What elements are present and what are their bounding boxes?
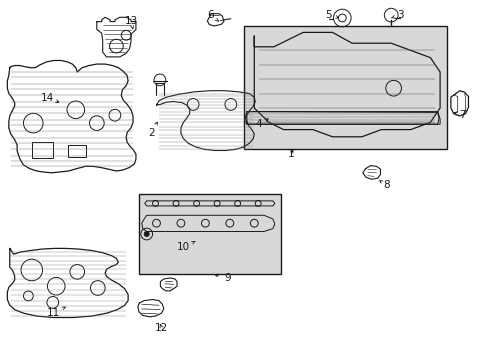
- Bar: [139, 194, 281, 274]
- Circle shape: [144, 231, 149, 237]
- Text: 12: 12: [154, 323, 168, 333]
- Text: 13: 13: [124, 16, 138, 29]
- Text: 3: 3: [390, 10, 403, 20]
- Text: 5: 5: [325, 10, 338, 20]
- Text: 6: 6: [206, 10, 218, 21]
- Polygon shape: [144, 201, 274, 206]
- Text: 2: 2: [148, 122, 157, 138]
- Text: 11: 11: [47, 307, 65, 318]
- Polygon shape: [244, 112, 439, 124]
- Bar: [243, 26, 447, 149]
- Bar: [32, 142, 53, 158]
- Text: 4: 4: [255, 119, 268, 129]
- Text: 9: 9: [214, 273, 230, 283]
- Text: 14: 14: [41, 93, 59, 103]
- Text: 8: 8: [379, 180, 389, 190]
- Bar: [68, 145, 85, 157]
- Text: 7: 7: [453, 110, 465, 120]
- Polygon shape: [142, 215, 274, 231]
- Text: 10: 10: [177, 241, 195, 252]
- Text: 1: 1: [287, 149, 294, 159]
